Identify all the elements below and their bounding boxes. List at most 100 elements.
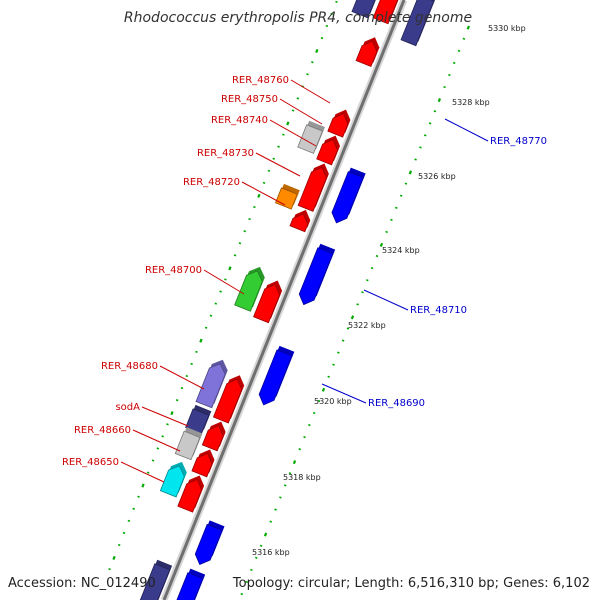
- gene-rer-48700-green-body: [234, 270, 263, 312]
- gene-rer-48700-green[interactable]: [234, 266, 265, 312]
- scale-tick: [254, 556, 258, 559]
- gene-rer-48660-gray[interactable]: [174, 427, 203, 461]
- gene-top-forward-slate[interactable]: [351, 0, 385, 19]
- gene-label-rer-48730[interactable]: RER_48730: [197, 148, 254, 159]
- scale-tick: [399, 194, 403, 197]
- kbp-label-5320: 5320 kbp: [314, 397, 352, 406]
- gene-label-rer-48650[interactable]: RER_48650: [62, 457, 119, 468]
- scale-tick: [303, 435, 306, 439]
- scale-tick: [257, 193, 261, 198]
- scale-tick: [108, 568, 111, 571]
- scale-tick: [308, 423, 311, 427]
- leader-rer-48680: [159, 365, 205, 390]
- scale-tick: [166, 423, 169, 426]
- gene-rer-48660-gray-body: [174, 430, 201, 461]
- gene-label-rer-48700[interactable]: RER_48700: [145, 265, 202, 276]
- kbp-label-5328: 5328 kbp: [452, 98, 490, 107]
- gene-label-rer-48690[interactable]: RER_48690: [368, 398, 425, 409]
- gene-bottom-forward[interactable]: [138, 559, 173, 600]
- scale-tick: [423, 134, 427, 137]
- genome-stats-text: Topology: circular; Length: 6,516,310 bp…: [232, 576, 590, 591]
- scale-tick: [350, 315, 355, 320]
- gene-rer-48650-cyan[interactable]: [159, 461, 187, 498]
- scale-tick: [263, 532, 268, 537]
- gene-rer-48700[interactable]: [253, 280, 283, 324]
- gene-top-forward-1[interactable]: [372, 0, 401, 25]
- scale-tick: [428, 122, 432, 125]
- gene-rer-48750[interactable]: [327, 109, 351, 138]
- leader-rer-48740: [269, 119, 317, 147]
- scale-tick: [288, 472, 292, 475]
- scale-tick: [204, 326, 208, 329]
- scale-tick: [248, 217, 251, 221]
- gene-soda[interactable]: [201, 421, 226, 452]
- gene-rer-48770[interactable]: [331, 167, 366, 224]
- gene-top-forward-2[interactable]: [355, 37, 380, 67]
- gene-rer-48650[interactable]: [177, 475, 205, 513]
- scale-tick: [170, 411, 174, 416]
- scale-tick: [385, 230, 388, 234]
- kbp-label-5318: 5318 kbp: [283, 473, 321, 482]
- gene-rer-48720-body: [274, 187, 298, 210]
- dna-backbone: [160, 0, 408, 600]
- label-leader-lines: [120, 79, 489, 483]
- scale-tick: [117, 543, 121, 547]
- scale-tick: [443, 85, 446, 89]
- gene-top-forward-1-body: [372, 0, 398, 25]
- gene-rer-48660[interactable]: [191, 449, 215, 478]
- scale-tick: [457, 49, 461, 53]
- scale-tick: [466, 25, 471, 30]
- gene-rer-48680-lavender[interactable]: [195, 359, 228, 409]
- scale-tick: [332, 363, 335, 366]
- scale-tick: [262, 181, 266, 185]
- leader-rer-48750: [279, 98, 323, 125]
- leader-rer-48650: [120, 461, 165, 483]
- scale-tick: [315, 48, 319, 54]
- scale-tick: [437, 98, 442, 103]
- leader-soda: [141, 406, 189, 427]
- gene-bottom-reverse-2[interactable]: [170, 568, 206, 600]
- scale-tick: [375, 254, 379, 258]
- gene-top-reverse[interactable]: [400, 0, 436, 47]
- gene-rer-48720-red[interactable]: [289, 209, 311, 233]
- gene-soda-slate[interactable]: [185, 404, 212, 435]
- leader-rer-48660: [132, 429, 181, 452]
- scale-tick: [228, 266, 232, 271]
- kbp-labels: 5330 kbp 5328 kbp 5326 kbp 5324 kbp 5322…: [252, 24, 526, 557]
- gene-label-rer-48770[interactable]: RER_48770: [490, 136, 547, 147]
- gene-rer-48730-gray[interactable]: [297, 120, 325, 154]
- gene-label-rer-48760[interactable]: RER_48760: [232, 75, 289, 86]
- leader-rer-48720: [241, 181, 286, 206]
- scale-tick: [404, 182, 408, 185]
- gene-label-rer-48660[interactable]: RER_48660: [74, 425, 131, 436]
- scale-tick: [199, 338, 203, 343]
- gene-bottom-reverse-1[interactable]: [194, 520, 225, 566]
- scale-tick: [346, 327, 350, 330]
- gene-label-rer-48680[interactable]: RER_48680: [101, 361, 158, 372]
- gene-rer-48720[interactable]: [274, 183, 300, 210]
- scale-tick: [253, 205, 256, 209]
- gene-top-reverse-body: [400, 0, 435, 47]
- kbp-label-5324: 5324 kbp: [382, 246, 420, 255]
- scale-tick: [219, 290, 222, 293]
- scale-tick: [341, 339, 345, 342]
- scale-tick: [195, 350, 198, 354]
- scale-tick: [433, 110, 437, 113]
- leader-rer-48700: [203, 269, 245, 295]
- gene-label-rer-48710[interactable]: RER_48710: [410, 305, 467, 316]
- gene-rer-48740[interactable]: [316, 135, 341, 166]
- gene-label-soda[interactable]: sodA: [115, 402, 140, 413]
- scale-tick: [320, 36, 324, 40]
- gene-rer-48710[interactable]: [298, 243, 336, 306]
- kbp-label-5330: 5330 kbp: [488, 24, 526, 33]
- gene-rer-48690[interactable]: [258, 345, 295, 406]
- gene-label-rer-48720[interactable]: RER_48720: [183, 177, 240, 188]
- gene-label-rer-48740[interactable]: RER_48740: [211, 115, 268, 126]
- gene-rer-48650-cyan-body: [159, 465, 185, 498]
- leader-rer-48770: [444, 118, 489, 142]
- gene-rer-48680[interactable]: [212, 375, 245, 424]
- gene-rer-48730[interactable]: [297, 163, 329, 212]
- gene-label-rer-48750[interactable]: RER_48750: [221, 94, 278, 105]
- scale-tick: [233, 254, 237, 257]
